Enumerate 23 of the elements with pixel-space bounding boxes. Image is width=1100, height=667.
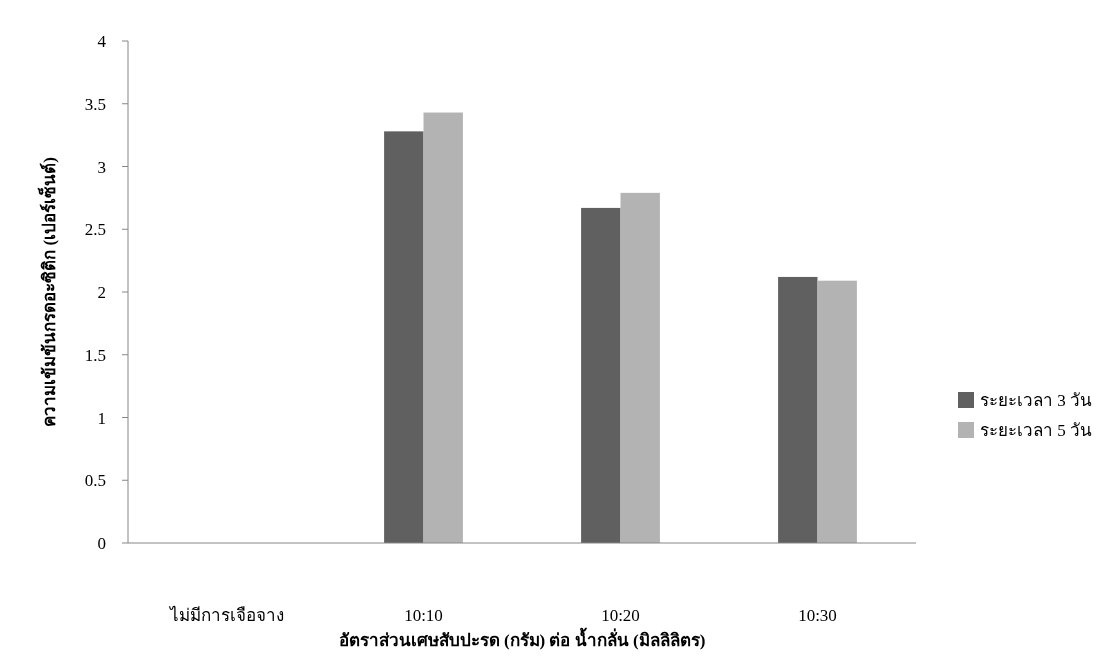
x-tick-label: 10:30: [798, 606, 837, 625]
y-tick-label: 2.5: [84, 220, 106, 240]
y-tick-label: 0: [97, 534, 106, 553]
bar: [384, 131, 424, 543]
y-axis-title: ความเข้มข้นกรดอะซิติก (เปอร์เซ็นต์): [37, 157, 59, 427]
bar: [817, 280, 857, 543]
x-axis-title: อัตราส่วนเศษสับปะรด (กรัม) ต่อ น้ำกลั่น (มิลลิลิตร): [338, 627, 706, 650]
x-tick-label: 10:10: [404, 606, 443, 625]
y-tick-label: 1: [97, 408, 106, 428]
y-tick-label: 0.5: [84, 471, 106, 491]
y-tick-label: 1.5: [84, 345, 106, 365]
legend-label: ระยะเวลา 5 วัน: [980, 421, 1092, 440]
y-tick-label: 3.5: [84, 94, 106, 114]
x-tick-label: 10:20: [601, 606, 640, 625]
y-tick-label: 4: [97, 32, 107, 51]
x-tick-label: ไม่มีการเจือจาง: [167, 605, 284, 625]
legend-label: ระยะเวลา 3 วัน: [980, 391, 1092, 410]
y-tick-label: 2: [97, 283, 106, 302]
bar: [778, 276, 818, 543]
bar: [620, 192, 660, 543]
y-tick-label: 3: [97, 157, 106, 177]
bar: [581, 207, 621, 543]
bar: [423, 112, 463, 543]
